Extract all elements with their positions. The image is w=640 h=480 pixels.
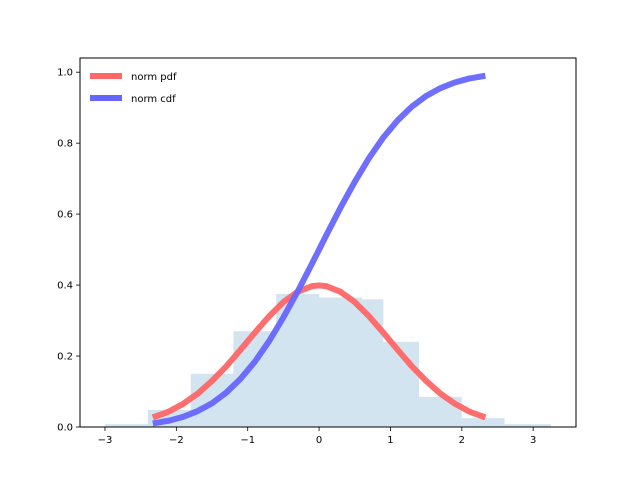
series-layer xyxy=(151,72,487,427)
x-tick-label: 0 xyxy=(316,435,322,446)
histogram-bar xyxy=(319,297,362,427)
histogram-bar xyxy=(104,424,148,427)
series-line xyxy=(151,282,487,421)
legend: norm pdf norm cdf xyxy=(90,72,177,105)
y-tick-label: 0.4 xyxy=(57,281,73,292)
x-tick-label: 2 xyxy=(459,435,465,446)
legend-label: norm cdf xyxy=(131,94,176,105)
x-tick-label: −1 xyxy=(240,435,255,446)
x-tick-label: 1 xyxy=(387,435,393,446)
histogram-bar xyxy=(361,299,384,427)
x-tick-label: −2 xyxy=(169,435,184,446)
x-axis: −3 −2 −1 0 1 2 3 xyxy=(98,427,536,446)
histogram-bar xyxy=(504,424,552,427)
series-line xyxy=(152,72,486,427)
x-tick-label: 3 xyxy=(530,435,536,446)
axes-frame xyxy=(79,57,577,428)
x-tick-label: −3 xyxy=(98,435,113,446)
histogram-bar xyxy=(461,418,505,427)
y-tick-label: 0.6 xyxy=(57,210,73,221)
y-tick-label: 0.0 xyxy=(57,423,73,434)
y-axis: 0.0 0.2 0.4 0.6 0.8 1.0 xyxy=(57,68,80,434)
legend-label: norm pdf xyxy=(131,72,177,83)
y-tick-label: 0.2 xyxy=(57,352,73,363)
y-tick-label: 1.0 xyxy=(57,68,73,79)
y-tick-label: 0.8 xyxy=(57,139,73,150)
